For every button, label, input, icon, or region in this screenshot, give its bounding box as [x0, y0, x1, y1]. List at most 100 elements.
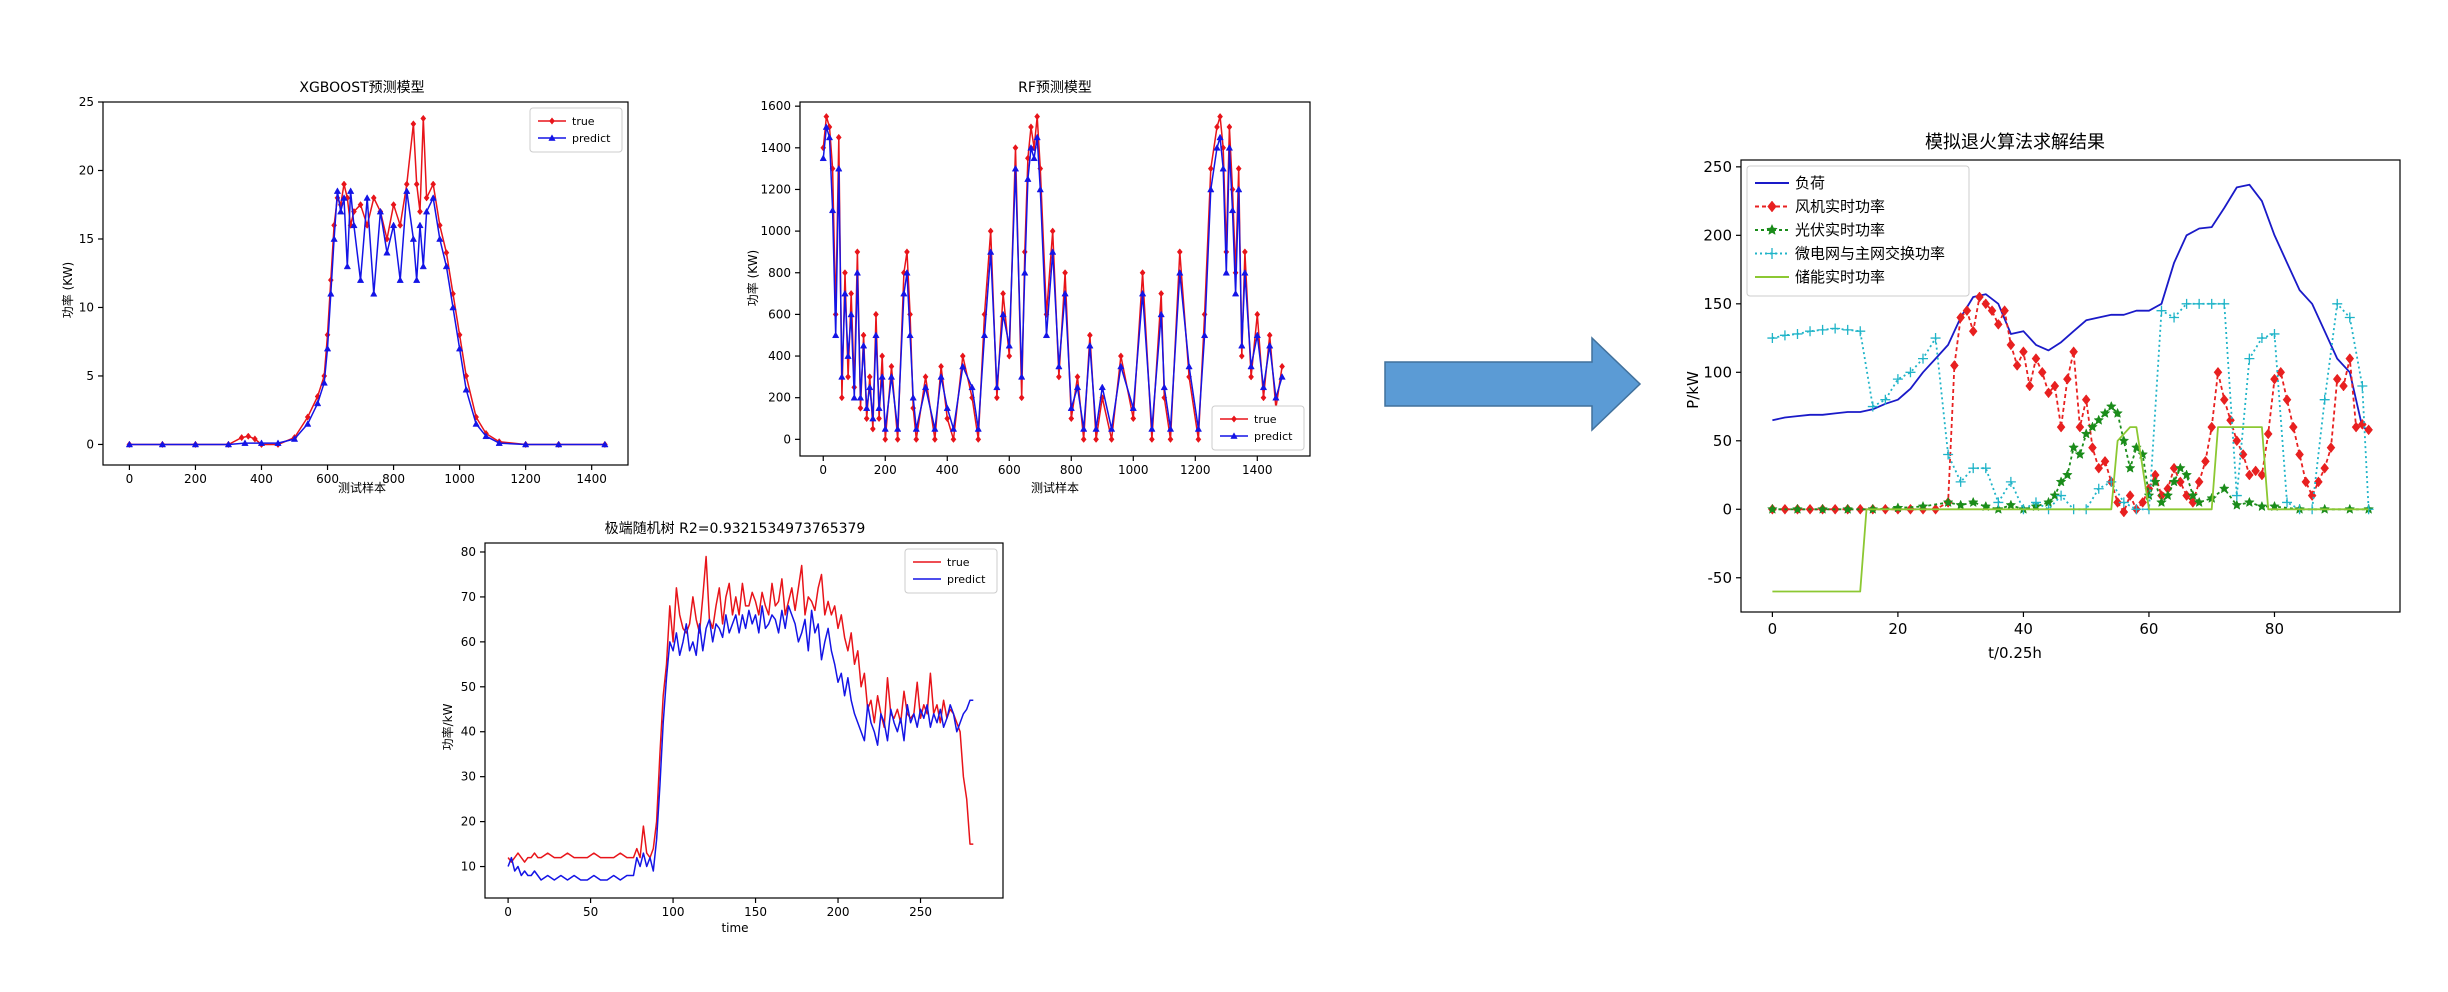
data-point-marker [959, 352, 966, 360]
data-point-marker [894, 435, 901, 443]
data-point-marker [333, 187, 342, 194]
data-point-marker [1176, 248, 1183, 256]
data-point-marker [1222, 269, 1230, 276]
data-point-marker [363, 194, 371, 201]
data-point-marker [397, 221, 404, 229]
data-point-marker [2345, 353, 2355, 365]
data-point-marker [2282, 394, 2292, 406]
data-point-marker [1166, 425, 1175, 432]
data-point-marker [848, 289, 855, 298]
y-tick-label: 150 [1703, 295, 1732, 313]
data-point-marker [1242, 248, 1248, 256]
data-point-marker [409, 235, 418, 242]
data-point-marker [1817, 324, 1828, 335]
data-point-marker [396, 276, 404, 283]
data-point-marker [1235, 165, 1242, 173]
legend-label: 光伏实时功率 [1795, 221, 1885, 239]
data-point-marker [2314, 476, 2323, 488]
series-line-1 [822, 126, 1283, 430]
data-point-marker [601, 440, 609, 448]
extra-trees-chart: 极端随机树 R2=0.9321534973765379 time 功率/kW 0… [440, 521, 1004, 935]
data-point-marker [1118, 352, 1124, 360]
data-point-marker [909, 393, 917, 401]
data-point-marker [252, 435, 258, 443]
data-point-marker [1207, 185, 1215, 193]
data-point-marker [2194, 298, 2205, 309]
data-point-marker [1200, 331, 1209, 339]
data-point-marker [1975, 291, 1984, 303]
data-point-marker [2251, 465, 2260, 477]
data-point-marker [1098, 383, 1106, 391]
data-point-marker [1238, 341, 1246, 349]
data-point-marker [866, 383, 874, 391]
data-point-marker [2156, 496, 2167, 508]
data-point-marker [410, 120, 417, 128]
data-point-marker [2282, 497, 2293, 508]
data-point-marker [2176, 476, 2185, 488]
data-point-marker [2169, 462, 2179, 474]
data-point-marker [2344, 312, 2355, 323]
data-point-marker [2088, 442, 2097, 454]
data-point-marker [1766, 503, 1778, 514]
data-point-marker [1117, 362, 1125, 370]
data-point-marker [1230, 432, 1238, 439]
y-tick-label: -50 [1708, 569, 1733, 587]
data-point-marker [390, 201, 397, 209]
data-point-marker [1129, 404, 1137, 411]
data-point-marker [1027, 144, 1035, 151]
data-point-marker [1213, 144, 1221, 151]
data-point-marker [1217, 112, 1223, 121]
data-point-marker [2119, 506, 2129, 518]
legend-label: true [947, 556, 970, 569]
legend-label: 风机实时功率 [1795, 198, 1885, 216]
data-point-marker [341, 180, 347, 188]
data-point-marker [2006, 339, 2016, 351]
x-tick-label: 1400 [576, 472, 607, 486]
data-point-marker [1005, 341, 1013, 349]
data-point-marker [1855, 326, 1866, 337]
data-point-marker [835, 164, 843, 172]
y-tick-label: 600 [768, 307, 791, 321]
data-point-marker [1034, 112, 1041, 121]
data-point-marker [872, 331, 880, 339]
data-point-marker [1968, 463, 1979, 474]
data-point-marker [1235, 185, 1243, 193]
data-point-marker [1012, 144, 1019, 152]
data-point-marker [859, 341, 868, 349]
data-point-marker [2156, 305, 2167, 316]
data-point-marker [1930, 333, 1941, 344]
data-point-marker [2069, 346, 2078, 358]
data-point-marker [1062, 269, 1068, 277]
data-point-marker [413, 180, 420, 188]
data-point-marker [844, 352, 852, 359]
legend: true predict [904, 548, 998, 594]
data-point-marker [320, 379, 328, 386]
data-point-marker [370, 194, 377, 202]
data-point-marker [1855, 503, 1865, 515]
data-point-marker [974, 425, 982, 432]
data-point-marker [913, 435, 920, 443]
data-point-marker [906, 331, 914, 339]
data-point-marker [860, 331, 867, 339]
data-point-marker [422, 207, 431, 215]
data-point-marker [2125, 490, 2135, 501]
data-point-marker [389, 221, 398, 229]
data-point-marker [832, 331, 840, 339]
y-tick-label: 20 [461, 815, 476, 829]
data-point-marker [2118, 497, 2129, 508]
chart-title: RF预测模型 [1018, 80, 1092, 96]
data-point-marker [2005, 476, 2016, 487]
data-point-marker [462, 385, 470, 393]
data-point-marker [873, 310, 879, 319]
data-point-marker [950, 435, 957, 443]
data-point-marker [819, 154, 827, 162]
data-point-marker [1950, 360, 1959, 371]
data-point-marker [900, 289, 908, 297]
data-point-marker [2332, 298, 2343, 309]
y-axis-label: P/kW [1684, 371, 1702, 409]
data-point-marker [2044, 387, 2053, 399]
data-point-marker [2168, 476, 2180, 487]
y-tick-label: 100 [1703, 363, 1732, 381]
data-point-marker [1148, 425, 1156, 432]
